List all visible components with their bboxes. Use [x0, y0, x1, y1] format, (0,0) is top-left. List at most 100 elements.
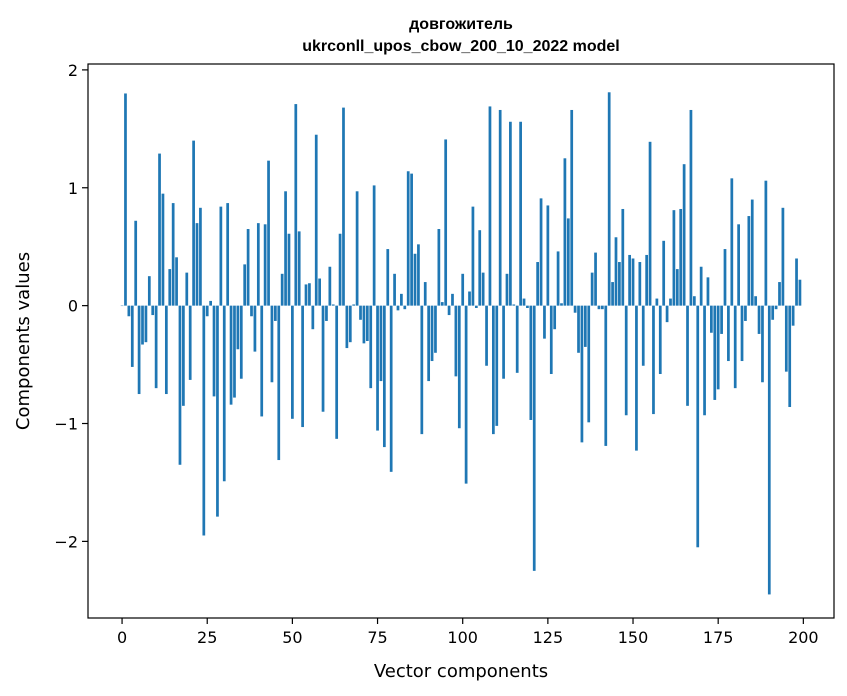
bar-134 [577, 305, 580, 353]
bar-57 [314, 134, 318, 306]
bar-194 [781, 207, 785, 306]
bar-93 [437, 229, 441, 306]
bar-27 [212, 305, 216, 397]
bar-49 [287, 233, 291, 306]
bar-59 [321, 305, 325, 412]
bar-189 [764, 180, 768, 306]
bar-30 [222, 305, 226, 482]
x-tick-label: 150 [618, 628, 649, 647]
bar-20 [188, 305, 192, 380]
bar-112 [502, 305, 505, 379]
x-tick-label: 25 [197, 628, 217, 647]
bar-199 [798, 279, 802, 306]
bar-196 [788, 305, 792, 408]
bar-193 [778, 282, 781, 306]
bar-43 [267, 160, 270, 306]
bar-195 [784, 305, 788, 372]
bar-78 [386, 249, 390, 306]
bar-119 [526, 305, 529, 308]
bar-154 [645, 254, 649, 306]
bar-137 [587, 305, 591, 423]
bar-104 [474, 305, 478, 308]
bar-19 [185, 272, 189, 306]
bar-92 [434, 305, 437, 353]
bar-139 [594, 252, 597, 306]
bar-184 [747, 216, 751, 306]
bar-144 [611, 282, 614, 306]
bar-99 [457, 305, 461, 429]
bar-21 [192, 140, 195, 306]
bar-117 [519, 121, 522, 306]
bar-129 [560, 303, 563, 306]
bar-24 [202, 305, 206, 536]
bar-169 [696, 305, 700, 548]
bar-50 [291, 305, 294, 419]
x-tick-label: 75 [367, 628, 387, 647]
bar-186 [754, 296, 758, 306]
bar-177 [723, 249, 727, 306]
y-axis-ticks: −2 −1 0 1 2 [54, 61, 88, 551]
bar-111 [498, 109, 502, 306]
y-tick-label: −2 [54, 532, 78, 551]
bar-67 [348, 305, 352, 343]
y-tick-label: 2 [68, 61, 78, 80]
bar-179 [730, 178, 734, 306]
bar-130 [563, 158, 567, 306]
bar-5 [137, 305, 141, 395]
bar-161 [669, 298, 672, 306]
bar-16 [175, 257, 178, 306]
bar-56 [311, 305, 315, 330]
bar-180 [733, 305, 737, 389]
bar-149 [628, 254, 631, 306]
bar-3 [130, 305, 134, 367]
bar-85 [410, 173, 413, 306]
bar-53 [301, 305, 304, 428]
x-tick-label: 50 [282, 628, 302, 647]
bar-165 [682, 164, 686, 306]
bar-107 [485, 305, 488, 366]
bar-102 [468, 291, 471, 306]
bar-122 [536, 262, 540, 306]
x-axis-label: Vector components [374, 661, 548, 682]
bar-13 [164, 305, 168, 395]
bar-88 [420, 305, 424, 435]
bar-143 [607, 92, 611, 306]
bar-176 [720, 305, 723, 334]
bar-83 [403, 305, 407, 310]
bar-158 [658, 305, 662, 375]
bar-9 [151, 305, 155, 316]
bar-29 [219, 206, 223, 306]
bar-108 [488, 106, 492, 306]
bar-73 [369, 305, 373, 389]
bar-76 [379, 305, 383, 382]
bar-110 [495, 305, 499, 426]
bar-106 [481, 272, 485, 306]
bar-116 [515, 305, 519, 373]
bar-35 [239, 305, 243, 379]
bar-147 [621, 208, 625, 306]
bar-157 [655, 298, 659, 306]
y-axis-label: Components values [13, 252, 34, 430]
bar-118 [522, 298, 526, 306]
bar-82 [400, 293, 403, 306]
bar-51 [294, 104, 298, 306]
bar-91 [430, 305, 434, 362]
bar-26 [209, 300, 212, 306]
bar-164 [679, 208, 683, 306]
bar-185 [750, 199, 754, 306]
bar-22 [195, 223, 199, 306]
x-tick-label: 0 [117, 628, 127, 647]
bar-156 [652, 305, 655, 415]
bar-123 [539, 198, 543, 306]
bar-188 [761, 305, 764, 383]
bar-86 [413, 253, 417, 306]
bar-28 [216, 305, 219, 517]
bar-133 [573, 305, 577, 313]
bar-31 [226, 203, 230, 306]
bar-135 [580, 305, 584, 443]
bar-190 [767, 305, 771, 595]
bar-80 [393, 273, 396, 306]
bar-36 [243, 264, 247, 306]
bar-75 [376, 305, 379, 431]
